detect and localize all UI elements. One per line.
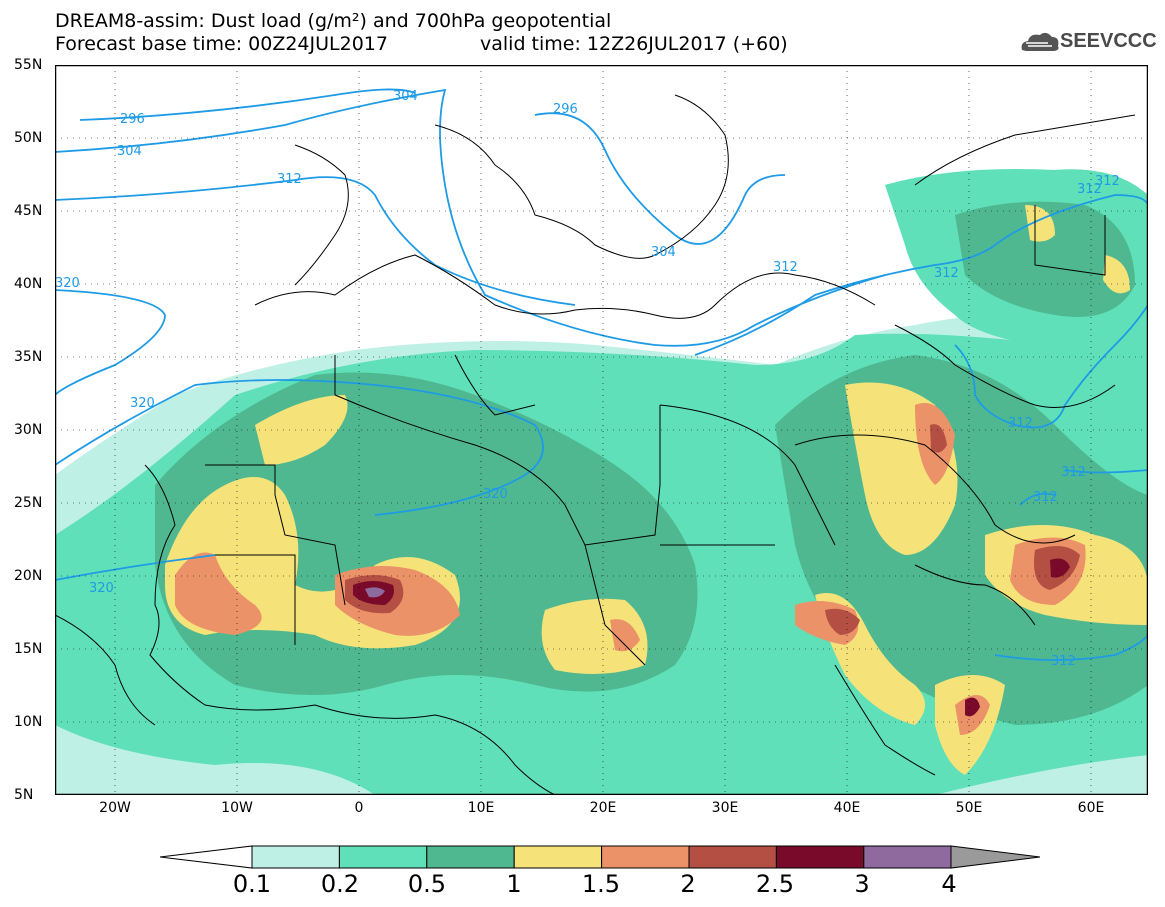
contour-labels: 296 304 304 296 312 312 304 312 312 320 … — [55, 89, 1120, 669]
contour-label: 304 — [651, 245, 676, 260]
lat-label: 25N — [14, 495, 43, 511]
contour-label: 304 — [117, 144, 142, 159]
contour-label: 312 — [934, 266, 959, 281]
contour-label: 304 — [393, 89, 418, 104]
colorbar-label: 4 — [941, 870, 957, 898]
lat-label: 5N — [14, 787, 34, 803]
contour-label: 312 — [773, 260, 798, 275]
graticule — [55, 65, 1148, 795]
colorbar-label: 3 — [854, 870, 870, 898]
contour-label: 320 — [483, 487, 508, 502]
contour-label: 320 — [89, 581, 114, 596]
lat-label: 20N — [14, 568, 43, 584]
dust-field — [55, 169, 1148, 795]
contour-label: 312 — [1033, 490, 1058, 505]
lon-label: 30E — [711, 800, 739, 816]
colorbar-label: 2.5 — [755, 870, 795, 898]
colorbar-cell — [863, 845, 952, 869]
lon-label: 10E — [467, 800, 495, 816]
forecast-base-time: Forecast base time: 00Z24JUL2017 — [55, 33, 388, 55]
colorbar-cell — [426, 845, 515, 869]
colorbar — [160, 845, 1040, 869]
lon-label: 20W — [99, 800, 131, 816]
lat-label: 50N — [14, 130, 43, 146]
contour-label: 312 — [1061, 465, 1086, 480]
lat-label: 55N — [14, 57, 43, 73]
lat-label: 10N — [14, 714, 43, 730]
colorbar-label: 1.5 — [581, 870, 621, 898]
colorbar-cell — [338, 845, 428, 869]
contour-label: 312 — [277, 172, 302, 187]
contour-label: 312 — [1051, 654, 1076, 669]
lon-label: 50E — [955, 800, 983, 816]
lon-label: 20E — [589, 800, 617, 816]
contour-label: 296 — [553, 102, 578, 117]
lat-label: 30N — [14, 422, 43, 438]
logo-text: SEEVCCC — [1060, 30, 1157, 52]
colorbar-cell — [775, 845, 865, 869]
contour-label: 320 — [130, 396, 155, 411]
colorbar-label: 0.5 — [407, 870, 447, 898]
contour-label: 312 — [1077, 182, 1102, 197]
lat-label: 45N — [14, 203, 43, 219]
colorbar-cell — [251, 845, 340, 869]
contour-label: 312 — [1095, 174, 1120, 189]
colorbar-label: 2 — [680, 870, 696, 898]
colorbar-label: 0.1 — [232, 870, 272, 898]
colorbar-cell — [688, 845, 777, 869]
dust-map: 296 304 304 296 312 312 304 312 312 320 … — [55, 65, 1148, 795]
contour-label: 296 — [120, 112, 145, 127]
colorbar-label: 1 — [506, 870, 522, 898]
colorbar-high-arrow — [950, 845, 1040, 869]
chart-title: DREAM8-assim: Dust load (g/m²) and 700hP… — [55, 10, 612, 32]
lon-label: 40E — [833, 800, 861, 816]
contour-label: 320 — [55, 276, 80, 291]
lat-label: 15N — [14, 641, 43, 657]
contour-label: 312 — [1008, 416, 1033, 431]
colorbar-cell — [513, 845, 603, 869]
lat-label: 35N — [14, 349, 43, 365]
colorbar-cell — [601, 845, 690, 869]
lon-label: 10W — [221, 800, 253, 816]
lat-label: 40N — [14, 276, 43, 292]
country-borders — [55, 94, 1136, 795]
map-border — [55, 65, 1148, 795]
colorbar-label: 0.2 — [320, 870, 360, 898]
lon-label: 0 — [354, 800, 364, 816]
geopotential-contours — [55, 88, 1148, 661]
valid-time: valid time: 12Z26JUL2017 (+60) — [480, 33, 788, 55]
lon-label: 60E — [1077, 800, 1105, 816]
colorbar-low-arrow — [160, 845, 253, 869]
seevccc-cloud-logo-icon — [1021, 32, 1059, 51]
